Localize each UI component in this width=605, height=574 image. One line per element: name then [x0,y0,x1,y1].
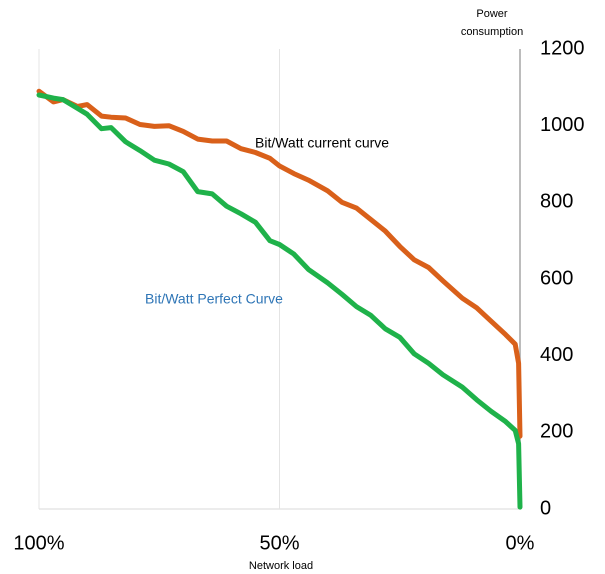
line-series [36,88,523,439]
y-tick-label: 400 [540,344,573,366]
series-label: Bit/Watt current curve [255,135,389,151]
y-tick-label: 800 [540,191,573,213]
x-tick-label: 0% [506,532,535,554]
y-axis-label: Power consumption [432,5,552,41]
y-axis-label-text: Power consumption [460,8,524,38]
x-axis-label: Network load [249,560,313,572]
y-tick-label: 0 [540,497,551,519]
line-series [36,92,523,510]
series-label: Bit/Watt Perfect Curve [145,291,283,307]
x-tick-label: 50% [259,532,299,554]
y-tick-label: 600 [540,267,573,289]
y-tick-label: 1000 [540,114,585,136]
x-tick-label: 100% [13,532,64,554]
y-tick-label: 200 [540,421,573,443]
y-tick-label: 1200 [540,37,585,59]
